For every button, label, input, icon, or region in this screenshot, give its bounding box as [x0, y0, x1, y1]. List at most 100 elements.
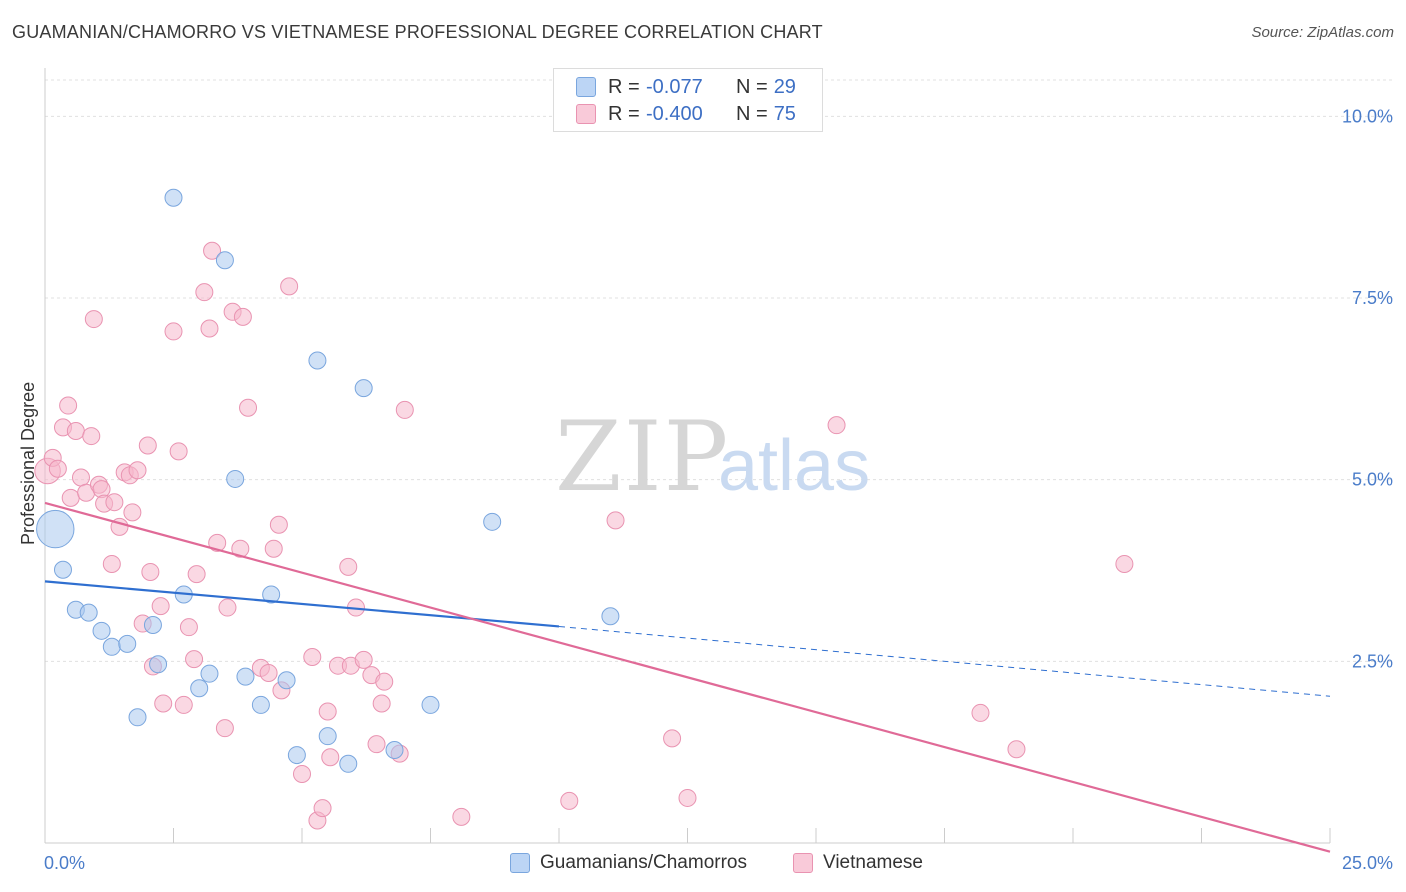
- guamanian-point: [149, 655, 168, 674]
- guamanian-point: [318, 727, 337, 746]
- vietnamese-point: [203, 241, 222, 260]
- tick-labels: 2.5% 5.0% 7.5% 10.0% 0.0% 25.0%: [44, 106, 1393, 873]
- vietnamese-point: [354, 650, 373, 669]
- y-tick-label: 2.5%: [1352, 651, 1393, 671]
- y-tick-label: 7.5%: [1352, 288, 1393, 308]
- vietnamese-point: [231, 539, 250, 558]
- legend-item-vietnamese: Vietnamese: [793, 852, 923, 874]
- guamanian-points: [36, 188, 620, 773]
- legend-item-guamanian: Guamanians/Chamorros: [510, 852, 747, 874]
- guamanian-point: [36, 509, 75, 549]
- guamanian-point: [92, 621, 111, 640]
- vietnamese-point: [141, 562, 160, 581]
- vietnamese-point: [339, 557, 358, 576]
- legend-r-value: -0.400: [646, 102, 703, 125]
- vietnamese-point: [128, 461, 147, 480]
- vietnamese-point: [208, 533, 227, 552]
- guamanian-point: [118, 634, 137, 653]
- vietnamese-point: [66, 421, 85, 440]
- guamanian-point: [421, 695, 440, 714]
- vietnamese-point: [827, 416, 846, 435]
- guamanian-point: [308, 351, 327, 370]
- legend-row-vietnamese: R = -0.400 N = 75: [576, 101, 796, 127]
- guamanian-point: [53, 560, 72, 579]
- y-axis-label: Professional Degree: [18, 382, 38, 545]
- guamanian-point: [79, 603, 98, 622]
- vietnamese-point: [239, 398, 258, 417]
- guamanian-point: [143, 616, 162, 634]
- vietnamese-point: [264, 539, 283, 558]
- vietnamese-point: [169, 442, 188, 461]
- guamanian-point: [483, 512, 502, 531]
- guamanian-trend-extension: [558, 625, 1331, 697]
- vietnamese-point: [195, 283, 214, 302]
- vietnamese-point: [61, 488, 80, 507]
- legend-n-value: 75: [773, 102, 796, 125]
- vietnamese-point: [269, 515, 288, 534]
- vietnamese-point: [1115, 554, 1134, 573]
- watermark-zip: ZIP: [555, 401, 730, 513]
- legend-r-label: R =: [608, 75, 640, 98]
- vietnamese-point: [663, 729, 682, 748]
- legend-item-label: Guamanians/Chamorros: [540, 852, 747, 873]
- series-legend: Guamanians/Chamorros Vietnamese: [0, 852, 1406, 878]
- watermark-atlas: atlas: [718, 426, 870, 506]
- y-tick-label: 10.0%: [1342, 106, 1393, 126]
- guamanian-point: [190, 679, 209, 698]
- vietnamese-point: [123, 503, 142, 522]
- vietnamese-point: [187, 565, 206, 584]
- vietnamese-point: [233, 307, 252, 326]
- legend-row-guamanian: R = -0.077 N = 29: [576, 74, 796, 100]
- guamanian-point: [128, 708, 147, 727]
- vietnamese-point: [372, 694, 391, 713]
- vietnamese-point: [367, 735, 386, 754]
- chart-title: GUAMANIAN/CHAMORRO VS VIETNAMESE PROFESS…: [12, 22, 823, 42]
- guamanian-point: [385, 740, 404, 759]
- guamanian-point: [287, 746, 306, 765]
- vietnamese-point: [102, 554, 121, 573]
- vietnamese-point: [303, 647, 322, 666]
- guamanian-point: [277, 671, 296, 690]
- legend-swatch-pink: [576, 104, 596, 124]
- vietnamese-point: [259, 663, 278, 682]
- vietnamese-point: [560, 791, 579, 810]
- vietnamese-point: [82, 427, 101, 446]
- vietnamese-point: [59, 396, 78, 415]
- vietnamese-point: [606, 511, 625, 530]
- legend-r-value: -0.077: [646, 75, 703, 98]
- source-label: Source: ZipAtlas.com: [1251, 24, 1394, 41]
- vietnamese-point: [971, 703, 990, 722]
- vietnamese-point: [164, 322, 183, 341]
- vietnamese-point: [1007, 740, 1026, 759]
- guamanian-point: [354, 379, 373, 398]
- correlation-legend: R = -0.077 N = 29 R = -0.400 N = 75: [553, 68, 823, 132]
- vietnamese-point: [48, 459, 67, 478]
- guamanian-point: [601, 607, 620, 626]
- vietnamese-point: [452, 807, 471, 826]
- guamanian-point: [226, 469, 245, 488]
- guamanian-point: [236, 667, 255, 686]
- legend-swatch-blue: [576, 77, 596, 97]
- vietnamese-point: [313, 799, 332, 818]
- guamanian-point: [339, 754, 358, 773]
- trend-lines: [44, 501, 1331, 853]
- vietnamese-point: [151, 597, 170, 616]
- vietnamese-point: [321, 748, 340, 767]
- x-tick-label: 0.0%: [44, 853, 85, 873]
- vietnamese-point: [138, 436, 157, 455]
- legend-n-value: 29: [773, 75, 796, 98]
- legend-n-label: N =: [736, 75, 768, 98]
- vietnamese-point: [395, 400, 414, 419]
- guamanian-point: [262, 585, 281, 604]
- guamanian-point: [102, 637, 121, 656]
- legend-swatch-blue: [510, 853, 530, 873]
- x-tick-label: 25.0%: [1342, 853, 1393, 873]
- vietnamese-point: [185, 650, 204, 669]
- vietnamese-point: [84, 310, 103, 329]
- y-tick-label: 5.0%: [1352, 470, 1393, 490]
- vietnamese-point: [280, 277, 299, 296]
- guamanian-point: [215, 251, 234, 270]
- vietnamese-point: [174, 695, 193, 714]
- legend-item-label: Vietnamese: [823, 852, 923, 873]
